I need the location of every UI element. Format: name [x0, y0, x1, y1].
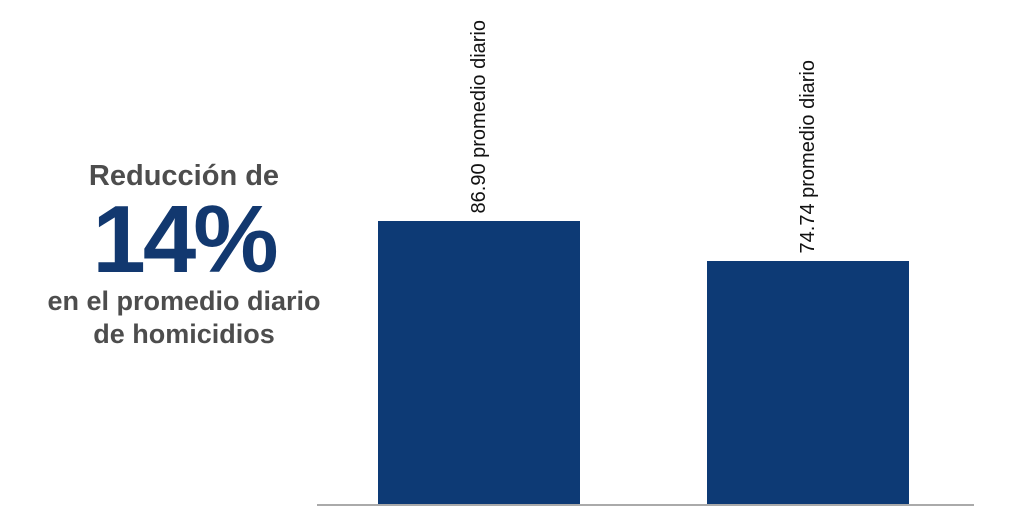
- bar: [707, 260, 909, 504]
- bar-value-label: 74.74 promedio diario: [796, 59, 819, 253]
- bar-group-after: 74.74 promedio diario: [707, 0, 909, 504]
- headline-suffix-line1: en el promedio diario: [47, 286, 321, 317]
- headline-block: Reducción de 14% en el promedio diario d…: [36, 158, 332, 351]
- bar-chart: 86.90 promedio diario 74.74 promedio dia…: [317, 0, 974, 506]
- headline-prefix: Reducción de: [88, 160, 280, 192]
- headline-percent-value: 14%: [92, 186, 278, 294]
- bar-value-label: 86.90 promedio diario: [467, 19, 490, 214]
- headline-suffix-line2: de homicidios: [93, 319, 275, 350]
- bar: [378, 221, 580, 504]
- bar-group-before: 86.90 promedio diario: [378, 0, 580, 504]
